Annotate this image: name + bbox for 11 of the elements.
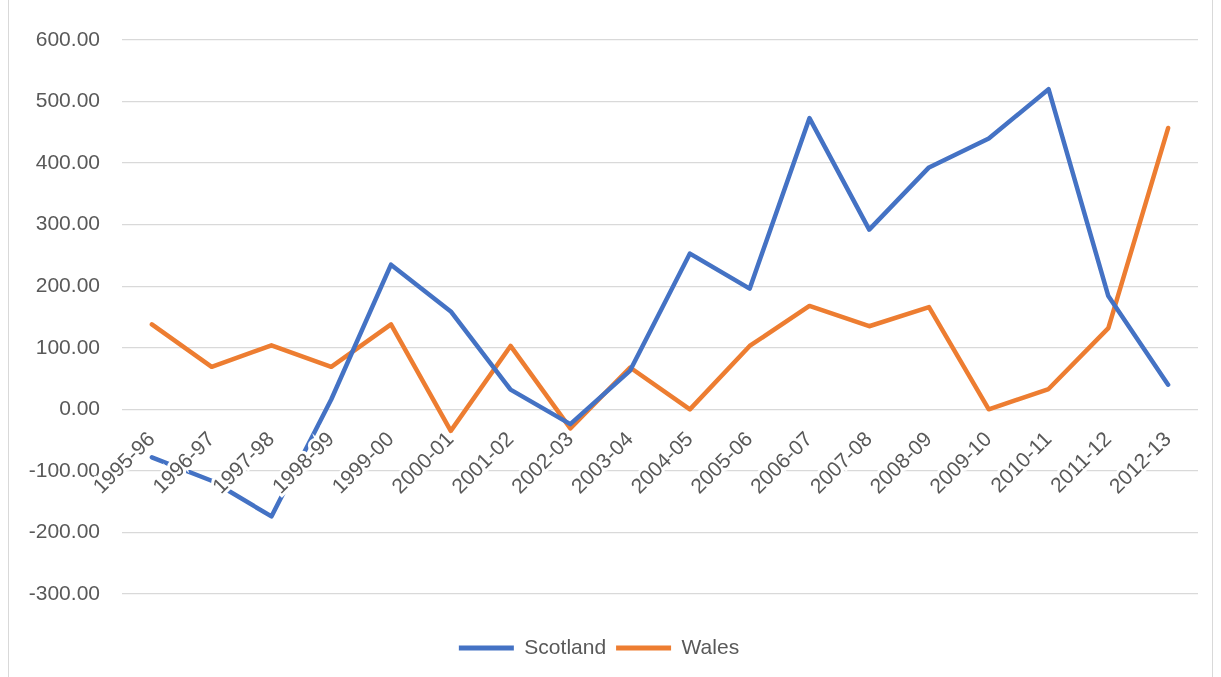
y-tick-label: 100.00: [35, 334, 100, 358]
y-tick-label: 300.00: [35, 211, 100, 235]
y-tick-label: 400.00: [35, 149, 100, 173]
y-tick-label: 500.00: [35, 88, 100, 112]
legend-label: Scotland: [524, 634, 607, 658]
y-tick-label: 600.00: [35, 26, 100, 50]
y-tick-label: -300.00: [28, 580, 100, 604]
y-tick-label: -200.00: [28, 519, 100, 543]
y-tick-label: 0.00: [59, 396, 100, 420]
legend-label: Wales: [681, 634, 740, 658]
y-tick-label: 200.00: [35, 273, 100, 297]
